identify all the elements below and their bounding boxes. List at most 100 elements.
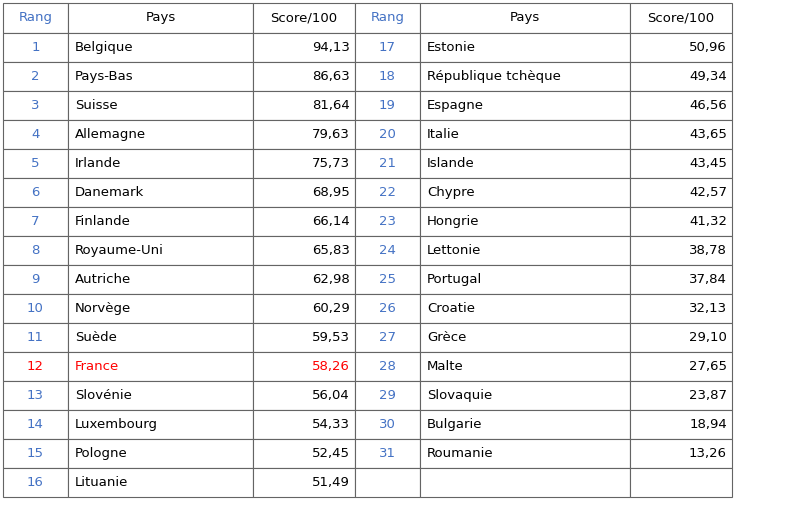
Text: 14: 14: [27, 418, 44, 431]
Bar: [355, 207, 420, 236]
Text: 11: 11: [27, 331, 44, 344]
Bar: [355, 439, 420, 468]
Bar: [3, 91, 68, 120]
Text: 62,98: 62,98: [312, 273, 350, 286]
Text: 21: 21: [379, 157, 396, 170]
Text: 66,14: 66,14: [312, 215, 350, 228]
Bar: [3, 178, 68, 207]
Text: 41,32: 41,32: [689, 215, 727, 228]
Bar: [68, 265, 253, 294]
Bar: [68, 439, 253, 468]
Text: Slovaquie: Slovaquie: [427, 389, 492, 402]
Text: France: France: [75, 360, 119, 373]
Text: 17: 17: [379, 41, 396, 54]
Bar: [355, 265, 420, 294]
Bar: [355, 323, 420, 352]
Bar: [420, 439, 630, 468]
Bar: [68, 91, 253, 120]
Text: 27,65: 27,65: [689, 360, 727, 373]
Text: 16: 16: [27, 476, 44, 489]
Text: 8: 8: [31, 244, 40, 257]
Bar: [420, 149, 630, 178]
Text: 59,53: 59,53: [312, 331, 350, 344]
Text: Finlande: Finlande: [75, 215, 131, 228]
Bar: [630, 323, 732, 352]
Bar: [355, 468, 420, 497]
Bar: [420, 207, 630, 236]
Bar: [68, 120, 253, 149]
Text: 37,84: 37,84: [689, 273, 727, 286]
Bar: [253, 207, 355, 236]
Bar: [355, 33, 420, 62]
Bar: [355, 294, 420, 323]
Text: Hongrie: Hongrie: [427, 215, 479, 228]
Text: Chypre: Chypre: [427, 186, 474, 199]
Bar: [355, 236, 420, 265]
Text: 56,04: 56,04: [312, 389, 350, 402]
Bar: [420, 91, 630, 120]
Bar: [420, 33, 630, 62]
Text: 13: 13: [27, 389, 44, 402]
Bar: [68, 352, 253, 381]
Bar: [630, 178, 732, 207]
Text: 60,29: 60,29: [312, 302, 350, 315]
Bar: [3, 62, 68, 91]
Bar: [355, 410, 420, 439]
Text: Norvège: Norvège: [75, 302, 131, 315]
Bar: [355, 149, 420, 178]
Text: Irlande: Irlande: [75, 157, 122, 170]
Bar: [3, 468, 68, 497]
Text: 3: 3: [31, 99, 40, 112]
Bar: [253, 294, 355, 323]
Text: Pays-Bas: Pays-Bas: [75, 70, 134, 83]
Bar: [630, 149, 732, 178]
Text: 79,63: 79,63: [312, 128, 350, 141]
Bar: [253, 439, 355, 468]
Text: 38,78: 38,78: [689, 244, 727, 257]
Bar: [253, 91, 355, 120]
Bar: [420, 62, 630, 91]
Bar: [68, 236, 253, 265]
Text: 2: 2: [31, 70, 40, 83]
Bar: [253, 323, 355, 352]
Bar: [3, 207, 68, 236]
Text: Belgique: Belgique: [75, 41, 134, 54]
Text: 65,83: 65,83: [312, 244, 350, 257]
Bar: [68, 323, 253, 352]
Text: 10: 10: [27, 302, 44, 315]
Bar: [630, 120, 732, 149]
Bar: [3, 323, 68, 352]
Text: Allemagne: Allemagne: [75, 128, 146, 141]
Bar: [253, 3, 355, 33]
Text: 4: 4: [31, 128, 40, 141]
Bar: [420, 236, 630, 265]
Bar: [3, 439, 68, 468]
Text: 31: 31: [379, 447, 396, 460]
Bar: [253, 468, 355, 497]
Bar: [68, 468, 253, 497]
Text: Grèce: Grèce: [427, 331, 466, 344]
Text: Pays: Pays: [146, 12, 176, 25]
Text: 52,45: 52,45: [312, 447, 350, 460]
Text: 13,26: 13,26: [689, 447, 727, 460]
Text: 29,10: 29,10: [689, 331, 727, 344]
Text: 23: 23: [379, 215, 396, 228]
Bar: [420, 3, 630, 33]
Text: Lettonie: Lettonie: [427, 244, 482, 257]
Text: 75,73: 75,73: [312, 157, 350, 170]
Bar: [420, 265, 630, 294]
Bar: [253, 236, 355, 265]
Text: Italie: Italie: [427, 128, 460, 141]
Text: Luxembourg: Luxembourg: [75, 418, 158, 431]
Bar: [3, 120, 68, 149]
Bar: [420, 381, 630, 410]
Bar: [3, 236, 68, 265]
Bar: [68, 178, 253, 207]
Text: 15: 15: [27, 447, 44, 460]
Text: Espagne: Espagne: [427, 99, 484, 112]
Text: Pologne: Pologne: [75, 447, 128, 460]
Text: 86,63: 86,63: [312, 70, 350, 83]
Text: Roumanie: Roumanie: [427, 447, 494, 460]
Bar: [420, 323, 630, 352]
Bar: [253, 381, 355, 410]
